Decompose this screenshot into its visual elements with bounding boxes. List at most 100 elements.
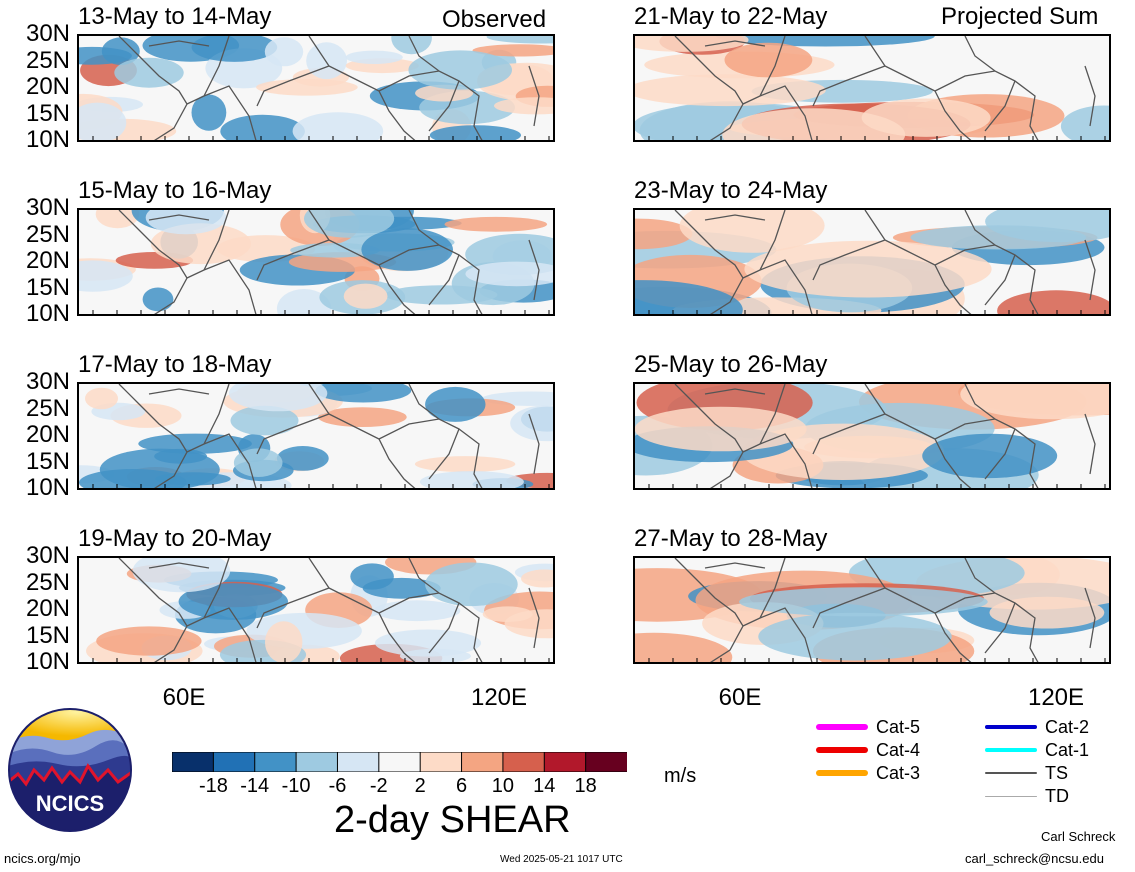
legend-swatch [816, 770, 868, 776]
panel-title: 23-May to 24-May [634, 177, 828, 204]
panel-title: 13-May to 14-May [78, 3, 272, 30]
coastline [674, 558, 1096, 662]
shear-contour [960, 384, 1109, 420]
shear-contour [521, 569, 553, 588]
footer-timestamp: Wed 2025-05-21 1017 UTC [500, 854, 623, 865]
legend-swatch [816, 724, 868, 730]
legend-label: Cat-2 [1045, 717, 1090, 737]
colorbar-tick-label: -6 [328, 775, 347, 797]
shear-contour [486, 36, 553, 44]
colorbar-segment [254, 751, 298, 773]
shear-contour [861, 98, 991, 137]
latitude-label: 25N [25, 220, 70, 248]
shear-contour [95, 210, 140, 229]
colorbar-tick-label: 2 [414, 775, 426, 797]
shear-contour [679, 210, 825, 253]
shear-contour [744, 240, 992, 298]
map-panel [77, 34, 555, 142]
latitude-label: 30N [25, 20, 70, 47]
coastline [118, 558, 540, 662]
shear-contour [350, 563, 394, 590]
footer-email: carl_schreck@ncsu.edu [965, 851, 1104, 866]
shear-contour [191, 36, 278, 62]
shear-contour [315, 384, 412, 403]
shear-contour [425, 386, 486, 422]
shear-contour [1060, 105, 1109, 140]
logo-text: NCICS [36, 791, 104, 816]
coastline [118, 384, 540, 488]
shear-contour [408, 50, 512, 90]
shear-contour [739, 587, 988, 617]
colorbar-tick-label: -2 [369, 775, 388, 797]
shear-contour [99, 448, 220, 488]
shear-contour [85, 387, 118, 410]
latitude-label: 15N [25, 273, 70, 301]
shear-contour [265, 621, 303, 662]
legend-label: Cat-3 [876, 763, 921, 783]
latitude-label: 30N [25, 194, 70, 221]
colorbar-segment [502, 751, 546, 773]
colorbar-tick-label: 18 [574, 775, 597, 797]
shear-contour [79, 102, 127, 140]
latitude-label: 25N [25, 394, 70, 422]
legend-swatch [985, 725, 1037, 729]
colorbar-segment [295, 751, 339, 773]
panel-title: 21-May to 22-May [634, 3, 828, 30]
latitude-label: 20N [25, 421, 70, 448]
colorbar-segment [378, 751, 422, 773]
shear-contour [373, 600, 461, 622]
shear-contour [228, 384, 328, 412]
legend-swatch [985, 772, 1037, 774]
panel-title: 15-May to 16-May [78, 177, 272, 204]
colorbar-tick-label: 6 [455, 775, 468, 797]
longitude-label: 60E [718, 684, 762, 711]
map-panel [77, 382, 555, 490]
map-panel [633, 34, 1111, 142]
shear-contour [114, 57, 184, 88]
shear-contour [256, 79, 358, 96]
shear-contour [635, 280, 743, 314]
shear-contour [96, 626, 202, 656]
latitude-label: 10N [25, 126, 70, 153]
observed-label: Observed [442, 6, 547, 33]
shear-contour [758, 612, 952, 661]
longitude-label: 60E [162, 684, 206, 711]
shear-contour [391, 36, 432, 55]
colorbar-segment [461, 751, 504, 773]
latitude-label: 15N [25, 621, 70, 649]
legend-label: Cat-4 [876, 740, 921, 760]
shear-contour [276, 446, 329, 471]
footer-author: Carl Schreck [1041, 829, 1116, 844]
colorbar-segment [171, 751, 215, 773]
shear-contour [472, 44, 553, 57]
legend-label: TD [1045, 786, 1069, 806]
colorbar-segment [419, 751, 463, 773]
shear-contour [79, 260, 133, 292]
shear-contour [361, 228, 454, 271]
map-panel [77, 556, 555, 664]
shear-contour [419, 471, 524, 488]
shear-contour [997, 290, 1109, 314]
shear-contour [635, 218, 693, 250]
shear-contour [465, 261, 553, 287]
latitude-label: 10N [25, 300, 70, 327]
longitude-label: 120E [470, 684, 528, 711]
legend-label: Cat-1 [1045, 740, 1090, 760]
colorbar [171, 751, 629, 773]
coastline [674, 384, 1096, 488]
coastline [118, 210, 540, 314]
panel-title: 17-May to 18-May [78, 351, 272, 378]
latitude-label: 15N [25, 447, 70, 475]
latitude-label: 30N [25, 368, 70, 395]
shear-contour [482, 606, 533, 622]
map-panel [633, 556, 1111, 664]
latitude-label: 25N [25, 46, 70, 74]
longitude-label: 120E [1027, 684, 1085, 711]
coastline [674, 210, 1096, 314]
shear-contour [922, 433, 1058, 479]
shear-contour [444, 216, 548, 232]
shear-contour [292, 112, 384, 140]
shear-contour [635, 36, 749, 52]
shear-contour [635, 74, 826, 107]
legend-swatch [985, 795, 1037, 797]
